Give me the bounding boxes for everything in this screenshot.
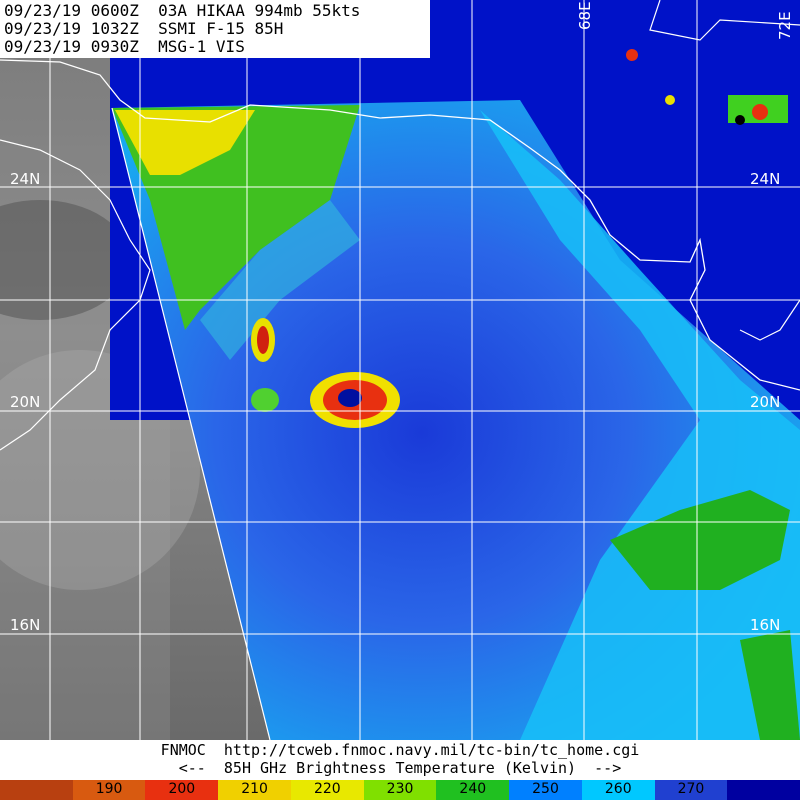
header-line-sensor: 09/23/19 1032Z SSMI F-15 85H <box>4 19 284 38</box>
header-line-storm: 09/23/19 0600Z 03A HIKAA 994mb 55kts <box>4 1 361 20</box>
green-patch-southeast <box>610 490 790 590</box>
lon-label-68e: 68E <box>576 1 594 30</box>
colorbar-segment: 240 <box>436 780 510 800</box>
lat-label-24n-right: 24N <box>750 170 781 188</box>
colorbar: 190 200 210 220 230 240 250 260 270 <box>0 780 800 800</box>
lon-label-72e: 72E <box>776 11 794 40</box>
header-box: 09/23/19 0600Z 03A HIKAA 994mb 55kts 09/… <box>0 0 430 58</box>
colorbar-segment: 260 <box>581 780 655 800</box>
colorbar-label: 210 <box>241 781 268 797</box>
colorbar-segment: 210 <box>218 780 291 800</box>
colorbar-segment: 270 <box>654 780 728 800</box>
colorbar-label: 260 <box>604 781 632 797</box>
swath-edge <box>111 107 271 740</box>
colorbar-label: 220 <box>313 781 341 797</box>
lat-label-20n-right: 20N <box>750 393 781 411</box>
header-line-vis: 09/23/19 0930Z MSG-1 VIS <box>4 37 245 56</box>
colorbar-segment: 230 <box>363 780 437 800</box>
colorbar-label: 270 <box>677 781 705 797</box>
footer-source: FNMOC http://tcweb.fnmoc.navy.mil/tc-bin… <box>160 741 640 759</box>
colorbar-label: 200 <box>168 781 196 797</box>
colorbar-label: 230 <box>386 781 414 797</box>
lat-label-16n-right: 16N <box>750 616 781 634</box>
colorbar-segment: 250 <box>509 780 582 800</box>
colorbar-segment: 200 <box>145 780 219 800</box>
lat-label-16n-left: 16N <box>10 616 41 634</box>
lat-label-24n-left: 24N <box>10 170 41 188</box>
lat-label-20n-left: 20N <box>10 393 41 411</box>
colorbar-label: 240 <box>459 781 487 797</box>
colorbar-segment: 220 <box>290 780 364 800</box>
legend-title: <-- 85H GHz Brightness Temperature (Kelv… <box>178 759 622 777</box>
colorbar-segment <box>727 780 800 800</box>
colorbar-segment <box>0 780 73 800</box>
colorbar-label: 250 <box>532 781 559 797</box>
colorbar-label: 190 <box>95 781 123 797</box>
microwave-satellite-map <box>0 0 800 740</box>
coastline <box>0 59 800 391</box>
colorbar-segment: 190 <box>72 780 146 800</box>
lat-lon-grid <box>49 0 141 740</box>
